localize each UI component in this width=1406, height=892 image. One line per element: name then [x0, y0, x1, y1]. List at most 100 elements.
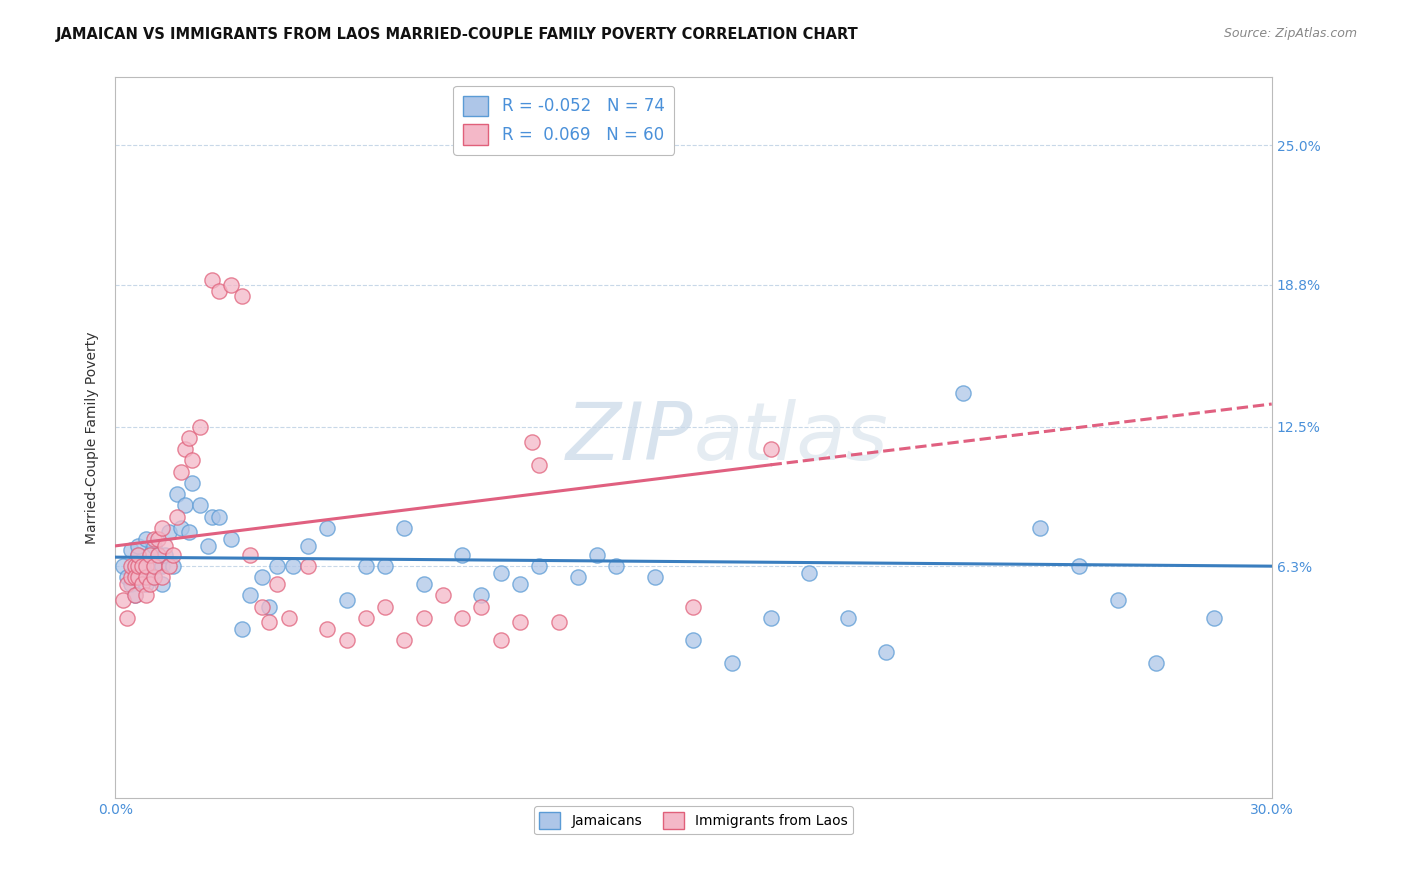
- Point: [162, 548, 184, 562]
- Point: [115, 570, 138, 584]
- Point: [197, 539, 219, 553]
- Point: [250, 570, 273, 584]
- Point: [115, 577, 138, 591]
- Point: [139, 577, 162, 591]
- Point: [170, 521, 193, 535]
- Point: [155, 548, 177, 562]
- Point: [266, 559, 288, 574]
- Point: [139, 570, 162, 584]
- Point: [157, 559, 180, 574]
- Point: [451, 548, 474, 562]
- Point: [231, 622, 253, 636]
- Point: [166, 487, 188, 501]
- Point: [952, 385, 974, 400]
- Point: [177, 525, 200, 540]
- Point: [374, 599, 396, 614]
- Point: [297, 559, 319, 574]
- Legend: Jamaicans, Immigrants from Laos: Jamaicans, Immigrants from Laos: [534, 806, 853, 834]
- Point: [135, 589, 157, 603]
- Point: [529, 559, 551, 574]
- Point: [131, 570, 153, 584]
- Point: [177, 431, 200, 445]
- Point: [432, 589, 454, 603]
- Point: [142, 570, 165, 584]
- Point: [131, 566, 153, 580]
- Point: [412, 611, 434, 625]
- Point: [201, 509, 224, 524]
- Point: [150, 559, 173, 574]
- Point: [150, 521, 173, 535]
- Text: atlas: atlas: [693, 399, 889, 477]
- Point: [127, 559, 149, 574]
- Point: [146, 559, 169, 574]
- Point: [586, 548, 609, 562]
- Point: [1067, 559, 1090, 574]
- Point: [335, 593, 357, 607]
- Point: [1107, 593, 1129, 607]
- Point: [759, 611, 782, 625]
- Point: [208, 509, 231, 524]
- Point: [721, 656, 744, 670]
- Point: [239, 548, 262, 562]
- Point: [127, 539, 149, 553]
- Point: [127, 570, 149, 584]
- Point: [142, 539, 165, 553]
- Point: [124, 566, 146, 580]
- Point: [316, 521, 339, 535]
- Point: [470, 599, 492, 614]
- Point: [124, 589, 146, 603]
- Point: [219, 532, 242, 546]
- Text: ZIP: ZIP: [567, 399, 693, 477]
- Point: [120, 577, 142, 591]
- Point: [567, 570, 589, 584]
- Point: [837, 611, 859, 625]
- Point: [150, 577, 173, 591]
- Point: [135, 532, 157, 546]
- Point: [120, 543, 142, 558]
- Point: [135, 570, 157, 584]
- Point: [139, 559, 162, 574]
- Text: Source: ZipAtlas.com: Source: ZipAtlas.com: [1223, 27, 1357, 40]
- Point: [162, 559, 184, 574]
- Point: [120, 570, 142, 584]
- Point: [188, 419, 211, 434]
- Point: [394, 633, 416, 648]
- Point: [316, 622, 339, 636]
- Point: [135, 559, 157, 574]
- Point: [201, 273, 224, 287]
- Point: [139, 548, 162, 562]
- Point: [797, 566, 820, 580]
- Point: [111, 593, 134, 607]
- Point: [115, 611, 138, 625]
- Point: [605, 559, 627, 574]
- Point: [520, 435, 543, 450]
- Y-axis label: Married-Couple Family Poverty: Married-Couple Family Poverty: [86, 332, 100, 544]
- Point: [142, 532, 165, 546]
- Point: [150, 570, 173, 584]
- Point: [470, 589, 492, 603]
- Point: [239, 589, 262, 603]
- Point: [131, 559, 153, 574]
- Point: [170, 465, 193, 479]
- Point: [135, 559, 157, 574]
- Point: [124, 559, 146, 574]
- Point: [529, 458, 551, 472]
- Point: [157, 525, 180, 540]
- Point: [166, 509, 188, 524]
- Point: [188, 499, 211, 513]
- Point: [250, 599, 273, 614]
- Point: [489, 566, 512, 580]
- Point: [1029, 521, 1052, 535]
- Point: [335, 633, 357, 648]
- Point: [259, 615, 281, 630]
- Point: [124, 589, 146, 603]
- Point: [142, 570, 165, 584]
- Point: [374, 559, 396, 574]
- Point: [354, 559, 377, 574]
- Point: [1202, 611, 1225, 625]
- Point: [412, 577, 434, 591]
- Point: [124, 570, 146, 584]
- Point: [127, 570, 149, 584]
- Point: [155, 539, 177, 553]
- Text: JAMAICAN VS IMMIGRANTS FROM LAOS MARRIED-COUPLE FAMILY POVERTY CORRELATION CHART: JAMAICAN VS IMMIGRANTS FROM LAOS MARRIED…: [56, 27, 859, 42]
